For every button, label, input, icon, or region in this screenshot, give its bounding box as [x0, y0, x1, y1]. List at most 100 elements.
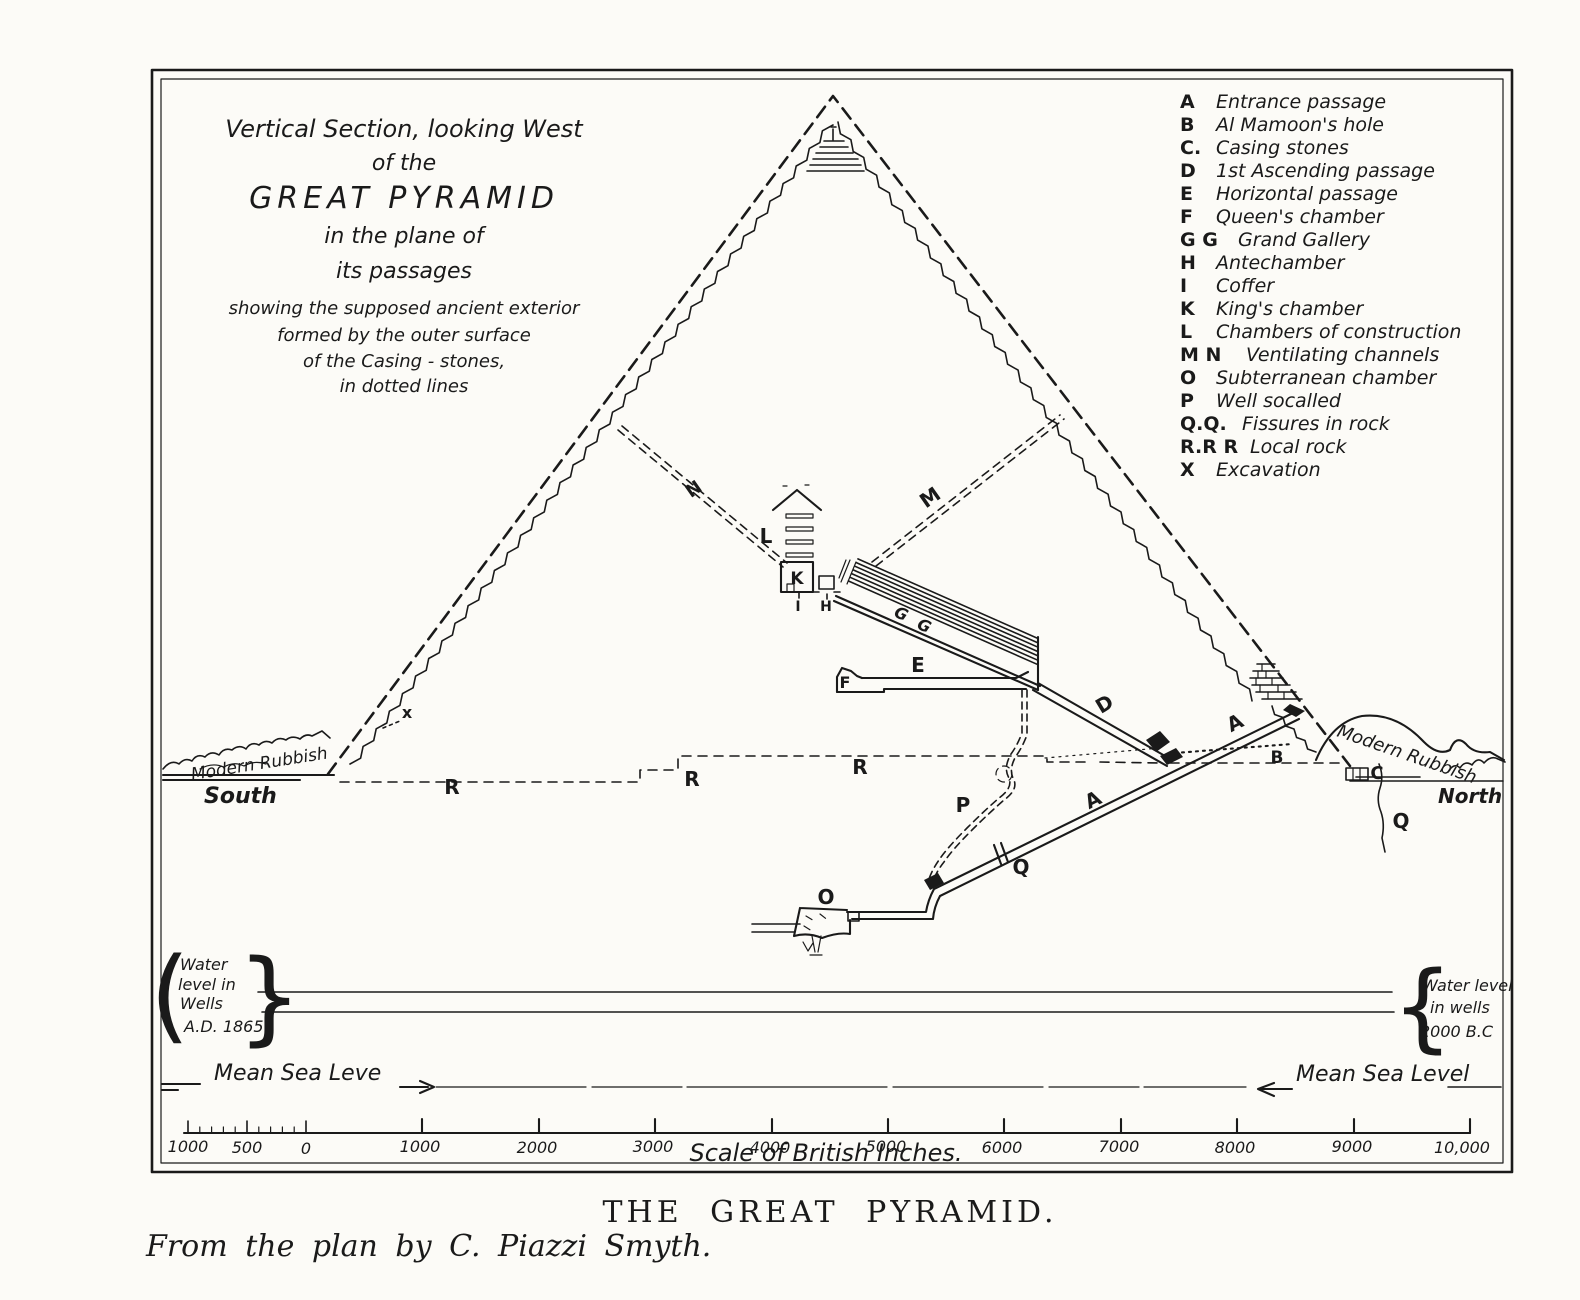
svg-text:Fissures in rock: Fissures in rock [1242, 413, 1391, 435]
label-kings-chamber: K [790, 569, 804, 589]
ascending-passage: D [1031, 681, 1183, 768]
water-left-line: Wells [180, 994, 223, 1013]
title-line: its passages [336, 259, 472, 284]
svg-text:I: I [1180, 275, 1187, 297]
legend-row: H Antechamber [1180, 252, 1346, 274]
scale-tick-label: 9000 [1332, 1137, 1373, 1156]
ventilating-channels: N M [617, 414, 1065, 568]
frame [150, 68, 1514, 1174]
legend: A Entrance passage B Al Mamoon's hole C. Ca… [1180, 91, 1461, 481]
scale-title: Scale of British Inches. [690, 1139, 963, 1167]
label-horizontal-passage: E [911, 653, 925, 677]
scale-tick-label: 7000 [1099, 1137, 1140, 1156]
scale-tick-label: 0 [301, 1139, 311, 1158]
label-grand-gallery-g2: G [914, 614, 934, 637]
scale-tick-label: 1000 [400, 1137, 441, 1156]
title-line: in the plane of [324, 224, 487, 249]
legend-row: E Horizontal passage [1180, 183, 1398, 205]
svg-text:Subterranean chamber: Subterranean chamber [1216, 367, 1437, 389]
label-entrance-passage-upper: A [1223, 708, 1248, 737]
svg-text:A: A [1180, 91, 1195, 113]
svg-text:K: K [1180, 298, 1196, 320]
label-al-mamoons-hole: B [1271, 748, 1284, 768]
label-coffer: I [795, 599, 800, 615]
pyramid-casing-outline [326, 94, 1352, 776]
svg-text:E: E [1180, 183, 1193, 205]
scale-tick-label: 4000 [750, 1138, 791, 1157]
legend-row: L Chambers of construction [1180, 321, 1461, 343]
label-north: North [1438, 784, 1502, 808]
legend-row: K King's chamber [1180, 298, 1364, 320]
svg-text:1st Ascending passage: 1st Ascending passage [1216, 160, 1435, 182]
legend-row: G G Grand Gallery [1180, 229, 1371, 251]
svg-text:Q.Q.: Q.Q. [1180, 413, 1227, 435]
grand-gallery: G G [832, 558, 1042, 692]
title-block: Vertical Section, looking West of the GR… [225, 115, 584, 397]
label-fissure-right: Q [1392, 809, 1409, 833]
svg-text:Well socalled: Well socalled [1216, 390, 1342, 412]
title-line: showing the supposed ancient exterior [229, 298, 581, 319]
apex-platform-hatching [806, 126, 865, 172]
title-line: in dotted lines [340, 376, 469, 397]
svg-text:C.: C. [1180, 137, 1201, 159]
well: P [924, 689, 1028, 890]
legend-row: Q.Q. Fissures in rock [1180, 413, 1391, 435]
legend-row: A Entrance passage [1180, 91, 1386, 113]
fissures: Q Q [992, 763, 1410, 879]
svg-text:Antechamber: Antechamber [1214, 252, 1346, 274]
label-well: P [956, 793, 971, 817]
mean-sea-level: Mean Sea Leve Mean Sea Level [160, 1061, 1502, 1098]
svg-text:Excavation: Excavation [1216, 459, 1321, 481]
svg-text:Chambers of construction: Chambers of construction [1216, 321, 1461, 343]
scale-tick-label: 1000 [168, 1137, 209, 1156]
svg-text:Coffer: Coffer [1216, 275, 1275, 297]
legend-row: B Al Mamoon's hole [1180, 114, 1384, 136]
svg-text:P: P [1180, 390, 1194, 412]
title-line: Vertical Section, looking West [225, 115, 584, 143]
label-modern-rubbish-right: Modern Rubbish [1334, 721, 1479, 788]
brace-close-left: } [237, 938, 302, 1057]
water-left-line: level in [178, 975, 236, 994]
svg-text:G G: G G [1180, 229, 1218, 251]
svg-text:Grand Gallery: Grand Gallery [1238, 229, 1371, 251]
legend-row: M N Ventilating channels [1180, 344, 1439, 366]
label-rock-1: R [444, 775, 459, 799]
water-right-line: in wells [1430, 998, 1490, 1017]
svg-text:H: H [1180, 252, 1196, 274]
legend-row: I Coffer [1180, 275, 1275, 297]
label-fissure-left: Q [1012, 855, 1029, 879]
scale-tick-label: 10,000 [1434, 1138, 1490, 1157]
brace-right: { [1392, 951, 1453, 1063]
title-line: formed by the outer surface [277, 325, 531, 346]
label-rock-3: R [852, 755, 867, 779]
svg-text:Queen's chamber: Queen's chamber [1216, 206, 1385, 228]
legend-row: D 1st Ascending passage [1180, 160, 1435, 182]
svg-text:O: O [1180, 367, 1196, 389]
scale-tick-label: 3000 [633, 1137, 674, 1156]
svg-text:F: F [1180, 206, 1193, 228]
subterranean-chamber: O [751, 885, 860, 956]
captions: THE GREAT PYRAMID. From the plan by C. P… [145, 1195, 1058, 1264]
water-right-line: 2000 B.C [1420, 1022, 1494, 1041]
svg-text:Horizontal passage: Horizontal passage [1216, 183, 1398, 205]
label-rock-2: R [684, 767, 699, 791]
svg-text:Al Mamoon's hole: Al Mamoon's hole [1214, 114, 1384, 136]
water-left-line: Water [180, 955, 229, 974]
legend-row: O Subterranean chamber [1180, 367, 1437, 389]
svg-text:D: D [1180, 160, 1196, 182]
plate-caption: THE GREAT PYRAMID. [603, 1195, 1058, 1230]
legend-row: P Well socalled [1180, 390, 1342, 412]
title-line: of the [372, 151, 436, 176]
label-modern-rubbish-left: Modern Rubbish [190, 744, 329, 785]
label-chambers-construction: L [760, 524, 773, 548]
svg-text:Casing stones: Casing stones [1216, 137, 1349, 159]
brace-open-left: ( [150, 936, 190, 1055]
entrance-masonry [1249, 663, 1305, 717]
title-line: of the Casing - stones, [303, 351, 505, 372]
scale-tick-label: 500 [232, 1138, 263, 1157]
svg-text:X: X [1180, 459, 1195, 481]
label-antechamber: H [820, 599, 832, 615]
label-south: South [204, 784, 277, 809]
